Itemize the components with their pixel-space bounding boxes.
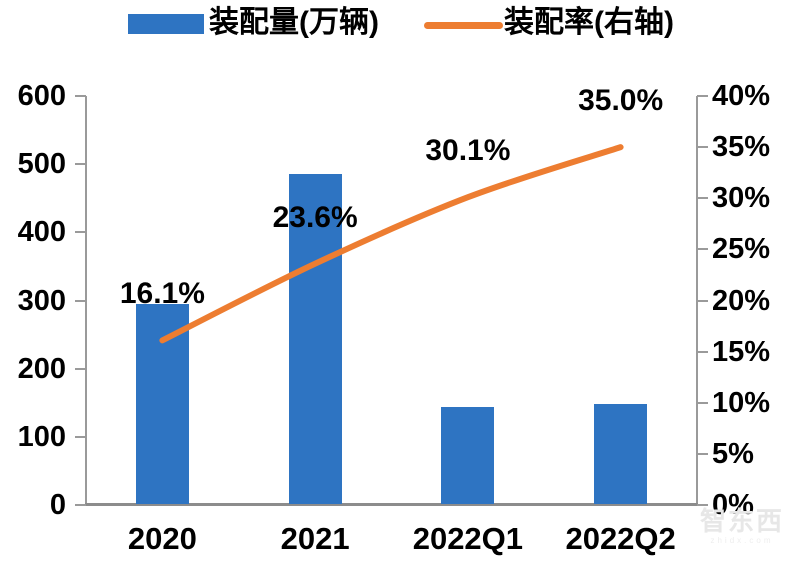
legend-bar-swatch <box>128 14 204 34</box>
watermark-logo: 智东西 <box>699 506 784 536</box>
right-axis-tick-label: 40% <box>712 80 771 112</box>
left-axis-tick-label: 0 <box>49 489 66 521</box>
right-axis-tick-label: 0% <box>712 489 754 521</box>
x-axis-category-label: 2022Q2 <box>565 521 676 556</box>
x-axis-category-label: 2020 <box>127 521 197 556</box>
right-axis-tick-label: 30% <box>712 182 771 215</box>
right-axis-tick-label: 5% <box>712 437 754 470</box>
left-axis-tick-label: 100 <box>17 420 66 453</box>
rate-line-path <box>159 144 624 344</box>
right-axis-tick <box>697 452 708 455</box>
bar-2022Q1 <box>441 406 495 504</box>
legend-line-label: 装配率(右轴) <box>504 6 674 39</box>
right-axis-tick-label: 15% <box>712 335 771 368</box>
right-axis-tick-label: 20% <box>712 284 771 317</box>
line-point-label: 16.1% <box>119 277 205 311</box>
line-point-label: 35.0% <box>578 84 664 118</box>
legend-bar-label: 装配量(万辆) <box>209 6 379 39</box>
left-axis-tick <box>75 299 86 302</box>
right-axis-tick-label: 25% <box>712 233 771 266</box>
left-axis-tick <box>75 163 86 166</box>
left-axis-tick <box>75 95 86 97</box>
left-axis-tick-label: 400 <box>17 216 66 249</box>
left-axis-tick-label: 200 <box>17 352 66 385</box>
watermark-site: zhidx.com <box>710 536 774 545</box>
bar-2020 <box>135 303 189 504</box>
left-axis-tick <box>75 435 86 438</box>
right-axis-tick <box>697 299 708 302</box>
left-axis-tick-label: 300 <box>17 284 66 317</box>
x-axis-category-label: 2021 <box>280 521 350 556</box>
line-point-label: 30.1% <box>425 134 511 168</box>
right-axis-tick <box>697 197 708 200</box>
left-axis-tick <box>75 231 86 234</box>
x-axis-line <box>85 503 698 506</box>
left-axis-tick <box>75 504 86 506</box>
x-axis-category-label: 2022Q1 <box>412 521 524 556</box>
right-axis-tick <box>697 146 708 149</box>
right-axis-tick <box>697 350 708 353</box>
right-axis-tick-label: 10% <box>712 386 771 419</box>
left-axis-line <box>85 96 87 506</box>
line-point-label: 23.6% <box>272 200 358 234</box>
right-axis-tick-label: 35% <box>712 131 771 164</box>
right-axis-tick <box>697 248 708 251</box>
left-axis-tick-label: 500 <box>17 148 66 181</box>
left-axis-tick <box>75 367 86 370</box>
legend-line-swatch <box>424 22 503 29</box>
left-axis-tick-label: 600 <box>17 80 66 112</box>
right-axis-tick <box>697 401 708 404</box>
bar-2022Q2 <box>594 404 648 504</box>
right-axis-tick <box>697 95 708 97</box>
watermark: 智东西 zhidx.com <box>686 506 798 546</box>
right-axis-tick <box>697 504 708 506</box>
